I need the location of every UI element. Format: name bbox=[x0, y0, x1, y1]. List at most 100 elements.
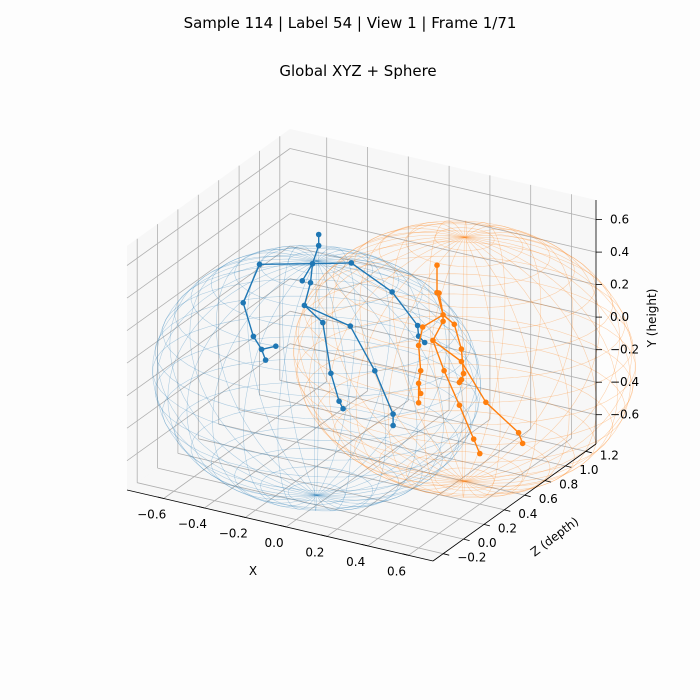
y-gridline-left bbox=[126, 180, 291, 299]
sphere-meridian bbox=[316, 259, 466, 496]
skeleton-bone bbox=[303, 282, 312, 306]
chart-title: Global XYZ + Sphere bbox=[279, 62, 436, 80]
z-gridline-floor bbox=[157, 467, 464, 540]
joint-point bbox=[258, 346, 265, 353]
sphere-latitude bbox=[354, 410, 575, 495]
joint-point bbox=[372, 368, 378, 374]
skeleton-bone bbox=[322, 322, 332, 374]
joint-point bbox=[483, 399, 489, 406]
skeleton-bone bbox=[422, 314, 444, 328]
sphere-meridian bbox=[316, 260, 482, 496]
pane-back bbox=[290, 129, 596, 444]
joint-point bbox=[451, 321, 458, 328]
skeleton-bone bbox=[485, 401, 520, 434]
skeleton-bone bbox=[417, 326, 424, 346]
joint-point bbox=[256, 261, 263, 268]
skeleton-bone bbox=[453, 324, 463, 350]
y-gridline-back bbox=[289, 213, 597, 285]
joint-point bbox=[519, 440, 526, 447]
skeleton-bone bbox=[391, 291, 419, 326]
sphere-meridian bbox=[243, 260, 317, 507]
sphere-meridian bbox=[293, 236, 465, 482]
x-tick-label: 0.2 bbox=[305, 545, 324, 559]
z-tick-label: 0.2 bbox=[498, 521, 517, 535]
x-gridline-floor bbox=[367, 428, 531, 547]
sphere-latitude bbox=[287, 251, 346, 274]
y-tick-label: 0.6 bbox=[610, 213, 629, 227]
x-axis-line bbox=[126, 489, 434, 562]
pane-left bbox=[127, 129, 290, 490]
z-gridline-floor bbox=[218, 423, 525, 496]
x-tick-mark bbox=[320, 534, 327, 537]
joint-point bbox=[348, 260, 355, 266]
joint-point bbox=[415, 380, 422, 387]
joint-point bbox=[336, 398, 342, 405]
sphere-latitude bbox=[378, 220, 551, 287]
sphere-meridian bbox=[464, 236, 537, 497]
sphere-meridian bbox=[428, 220, 465, 482]
x-tick-label: 0.4 bbox=[346, 555, 365, 569]
sphere-meridian bbox=[316, 260, 444, 504]
skeleton-bone bbox=[330, 373, 340, 402]
sphere-latitude bbox=[155, 295, 479, 420]
joint-point bbox=[301, 302, 308, 309]
joint-point bbox=[307, 279, 314, 286]
joint-point bbox=[347, 323, 354, 329]
y-gridline-back bbox=[289, 343, 597, 416]
x-gridline-floor bbox=[245, 400, 409, 518]
joint-point bbox=[477, 450, 483, 457]
y-gridline-left bbox=[126, 310, 291, 429]
sphere-latitude bbox=[211, 427, 423, 509]
sphere-meridian bbox=[359, 224, 465, 482]
joint-point bbox=[460, 370, 467, 377]
z-tick-mark bbox=[443, 553, 450, 556]
y-tick-label: −0.6 bbox=[610, 408, 639, 422]
sphere-meridian bbox=[387, 236, 465, 494]
z-tick-label: 0.0 bbox=[478, 536, 497, 550]
sphere-latitude bbox=[296, 273, 633, 403]
sphere-meridian bbox=[464, 236, 618, 487]
x-tick-label: 0.6 bbox=[387, 564, 406, 578]
y-gridline-back bbox=[289, 148, 597, 220]
y-tick-label: 0.0 bbox=[610, 310, 629, 324]
z-tick-label: 1.0 bbox=[579, 463, 598, 477]
sphere-meridian bbox=[309, 236, 465, 484]
skeleton-bone bbox=[460, 361, 487, 403]
z-tick-mark bbox=[463, 538, 470, 541]
skeleton-bone bbox=[242, 302, 255, 337]
sphere-mesh-blue bbox=[152, 245, 482, 512]
y-tick-label: −0.4 bbox=[610, 375, 639, 389]
skeletons bbox=[240, 231, 526, 457]
skeleton-bone bbox=[311, 245, 320, 264]
z-tick-mark bbox=[524, 494, 531, 498]
y-gridline-left bbox=[126, 148, 291, 266]
sphere-latitude bbox=[333, 387, 596, 488]
sphere-meridian bbox=[464, 232, 600, 482]
z-tick-mark bbox=[504, 509, 511, 512]
sphere-meridian bbox=[316, 249, 391, 496]
joint-point bbox=[320, 319, 326, 326]
sphere-latitude bbox=[234, 447, 399, 512]
sphere-latitude bbox=[162, 359, 471, 478]
joint-point bbox=[262, 357, 269, 363]
skeleton-bone bbox=[432, 339, 462, 363]
x-gridline-floor bbox=[285, 409, 450, 528]
figure-suptitle: Sample 114 | Label 54 | View 1 | Frame 1… bbox=[184, 14, 517, 32]
z-gridline-floor bbox=[239, 409, 546, 481]
sphere-latitude bbox=[260, 246, 373, 290]
z-tick-label: 0.6 bbox=[539, 492, 558, 506]
z-gridline-floor bbox=[177, 453, 484, 525]
joint-point bbox=[414, 322, 421, 329]
joint-point bbox=[240, 300, 246, 306]
y-gridline-left bbox=[126, 213, 291, 331]
z-gridline-floor bbox=[137, 482, 444, 555]
joint-point bbox=[328, 370, 334, 377]
y-gridline-left bbox=[126, 245, 291, 364]
sphere-meridian bbox=[297, 236, 465, 482]
x-tick-mark bbox=[157, 496, 164, 499]
sphere-latitude bbox=[303, 339, 626, 463]
skeleton-bone bbox=[312, 262, 352, 265]
z-axis-label: Z (depth) bbox=[528, 514, 581, 559]
joint-point bbox=[434, 262, 440, 269]
skeleton-bone bbox=[432, 340, 445, 371]
